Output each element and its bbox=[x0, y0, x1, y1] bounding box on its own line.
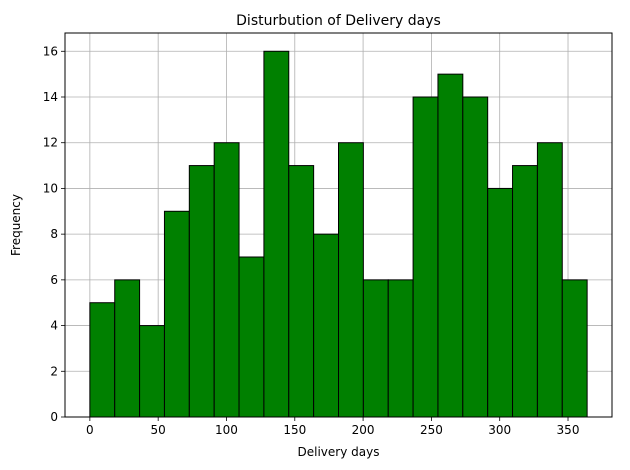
histogram-bar bbox=[362, 279, 389, 418]
histogram-bar bbox=[263, 50, 290, 418]
x-tick-label: 200 bbox=[352, 423, 375, 437]
histogram-bar bbox=[188, 165, 215, 418]
x-tick-label: 350 bbox=[557, 423, 580, 437]
histogram-bar bbox=[139, 325, 165, 418]
x-axis-ticks: 0 50 100 150 200 250 300 350 bbox=[86, 417, 579, 437]
y-tick-label: 12 bbox=[43, 136, 58, 150]
histogram-bar bbox=[437, 73, 464, 418]
plot-frame bbox=[64, 32, 613, 418]
chart-title: Disturbution of Delivery days bbox=[236, 13, 441, 29]
y-tick-label: 8 bbox=[50, 227, 58, 241]
y-tick-label: 14 bbox=[43, 90, 58, 104]
y-axis-label: Frequency bbox=[9, 194, 23, 256]
y-tick-label: 6 bbox=[50, 273, 58, 287]
y-tick-label: 16 bbox=[43, 44, 58, 58]
histogram-bars bbox=[89, 50, 588, 418]
y-tick-label: 10 bbox=[43, 181, 58, 195]
histogram-bar bbox=[89, 302, 116, 418]
histogram-bar bbox=[114, 279, 141, 418]
histogram-bar bbox=[238, 256, 265, 418]
x-tick-label: 0 bbox=[86, 423, 94, 437]
histogram-bar bbox=[512, 165, 538, 418]
histogram-bar bbox=[387, 279, 414, 418]
y-axis-ticks: 0 2 4 6 8 10 12 14 16 bbox=[43, 44, 65, 424]
x-tick-label: 150 bbox=[283, 423, 306, 437]
histogram-bar bbox=[163, 210, 190, 418]
histogram-bar bbox=[412, 96, 439, 418]
x-tick-label: 100 bbox=[215, 423, 238, 437]
x-tick-label: 50 bbox=[151, 423, 166, 437]
y-tick-label: 4 bbox=[50, 319, 58, 333]
histogram-bar bbox=[462, 96, 489, 418]
histogram-bar bbox=[313, 233, 339, 418]
x-tick-label: 250 bbox=[420, 423, 443, 437]
x-tick-label: 300 bbox=[488, 423, 511, 437]
histogram-bar bbox=[561, 279, 588, 418]
histogram-bar bbox=[487, 187, 514, 418]
y-tick-label: 2 bbox=[50, 364, 58, 378]
histogram-bar bbox=[288, 165, 315, 418]
histogram-bar bbox=[536, 142, 563, 418]
histogram-bar bbox=[338, 142, 364, 418]
histogram-bar bbox=[213, 142, 240, 418]
y-tick-label: 0 bbox=[50, 410, 58, 424]
x-axis-label: Delivery days bbox=[298, 445, 380, 459]
